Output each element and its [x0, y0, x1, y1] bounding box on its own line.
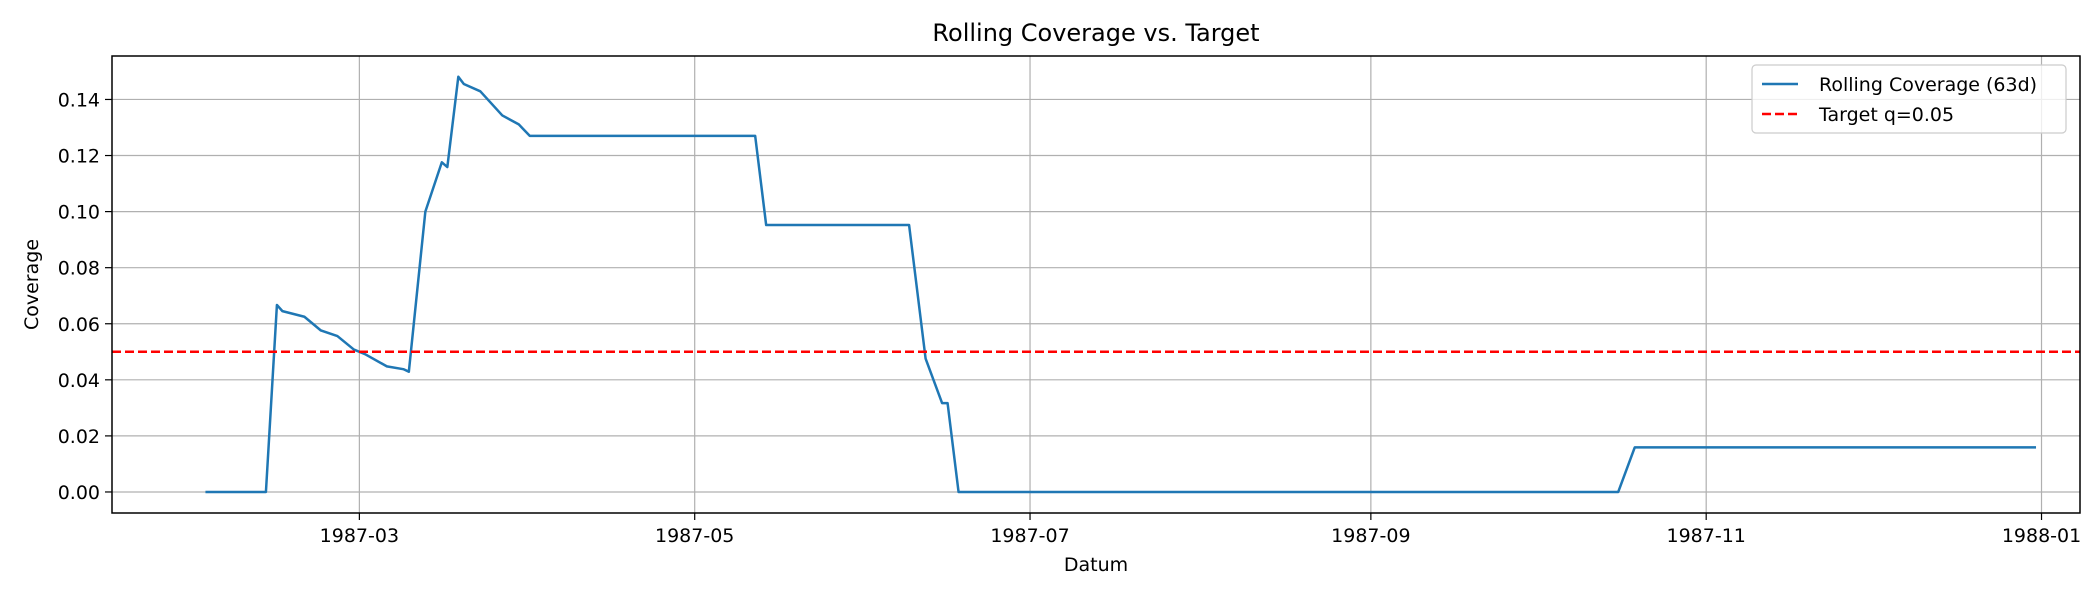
series-line-rolling-coverage [205, 75, 2037, 494]
plot-frame [111, 55, 2081, 514]
y-tick-label: 0.10 [58, 202, 100, 224]
legend-box [1751, 64, 2067, 134]
y-tick-label: 0.14 [58, 89, 100, 111]
x-tick-label: 1987-07 [990, 525, 1069, 547]
y-tick-label: 0.06 [58, 314, 100, 336]
grid [112, 56, 2080, 513]
x-tick-label: 1987-09 [1331, 525, 1410, 547]
y-tick-label: 0.00 [58, 482, 100, 504]
legend-label-rolling-coverage: Rolling Coverage (63d) [1819, 74, 2037, 96]
y-tick-label: 0.04 [58, 370, 100, 392]
x-tick-label: 1987-03 [320, 525, 399, 547]
x-tick-label: 1987-11 [1666, 525, 1745, 547]
y-tick-label: 0.12 [58, 146, 100, 168]
y-tick-label: 0.08 [58, 258, 100, 280]
y-tick-label: 0.02 [58, 426, 100, 448]
x-tick-label: 1987-05 [655, 525, 734, 547]
y-axis: 0.00 0.02 0.04 0.06 0.08 0.10 0.12 0.14 [58, 89, 112, 504]
x-axis: 1987-03 1987-05 1987-07 1987-09 1987-11 1988-… [320, 513, 2081, 547]
chart-title: Rolling Coverage vs. Target [932, 19, 1259, 47]
x-axis-title: Datum [1064, 554, 1128, 576]
legend: Rolling Coverage (63d) Target q=0.05 [1751, 64, 2067, 134]
x-tick-label: 1988-01 [2002, 525, 2081, 547]
y-axis-title: Coverage [21, 239, 43, 330]
legend-label-target: Target q=0.05 [1818, 104, 1954, 126]
series-layer [112, 75, 2080, 494]
